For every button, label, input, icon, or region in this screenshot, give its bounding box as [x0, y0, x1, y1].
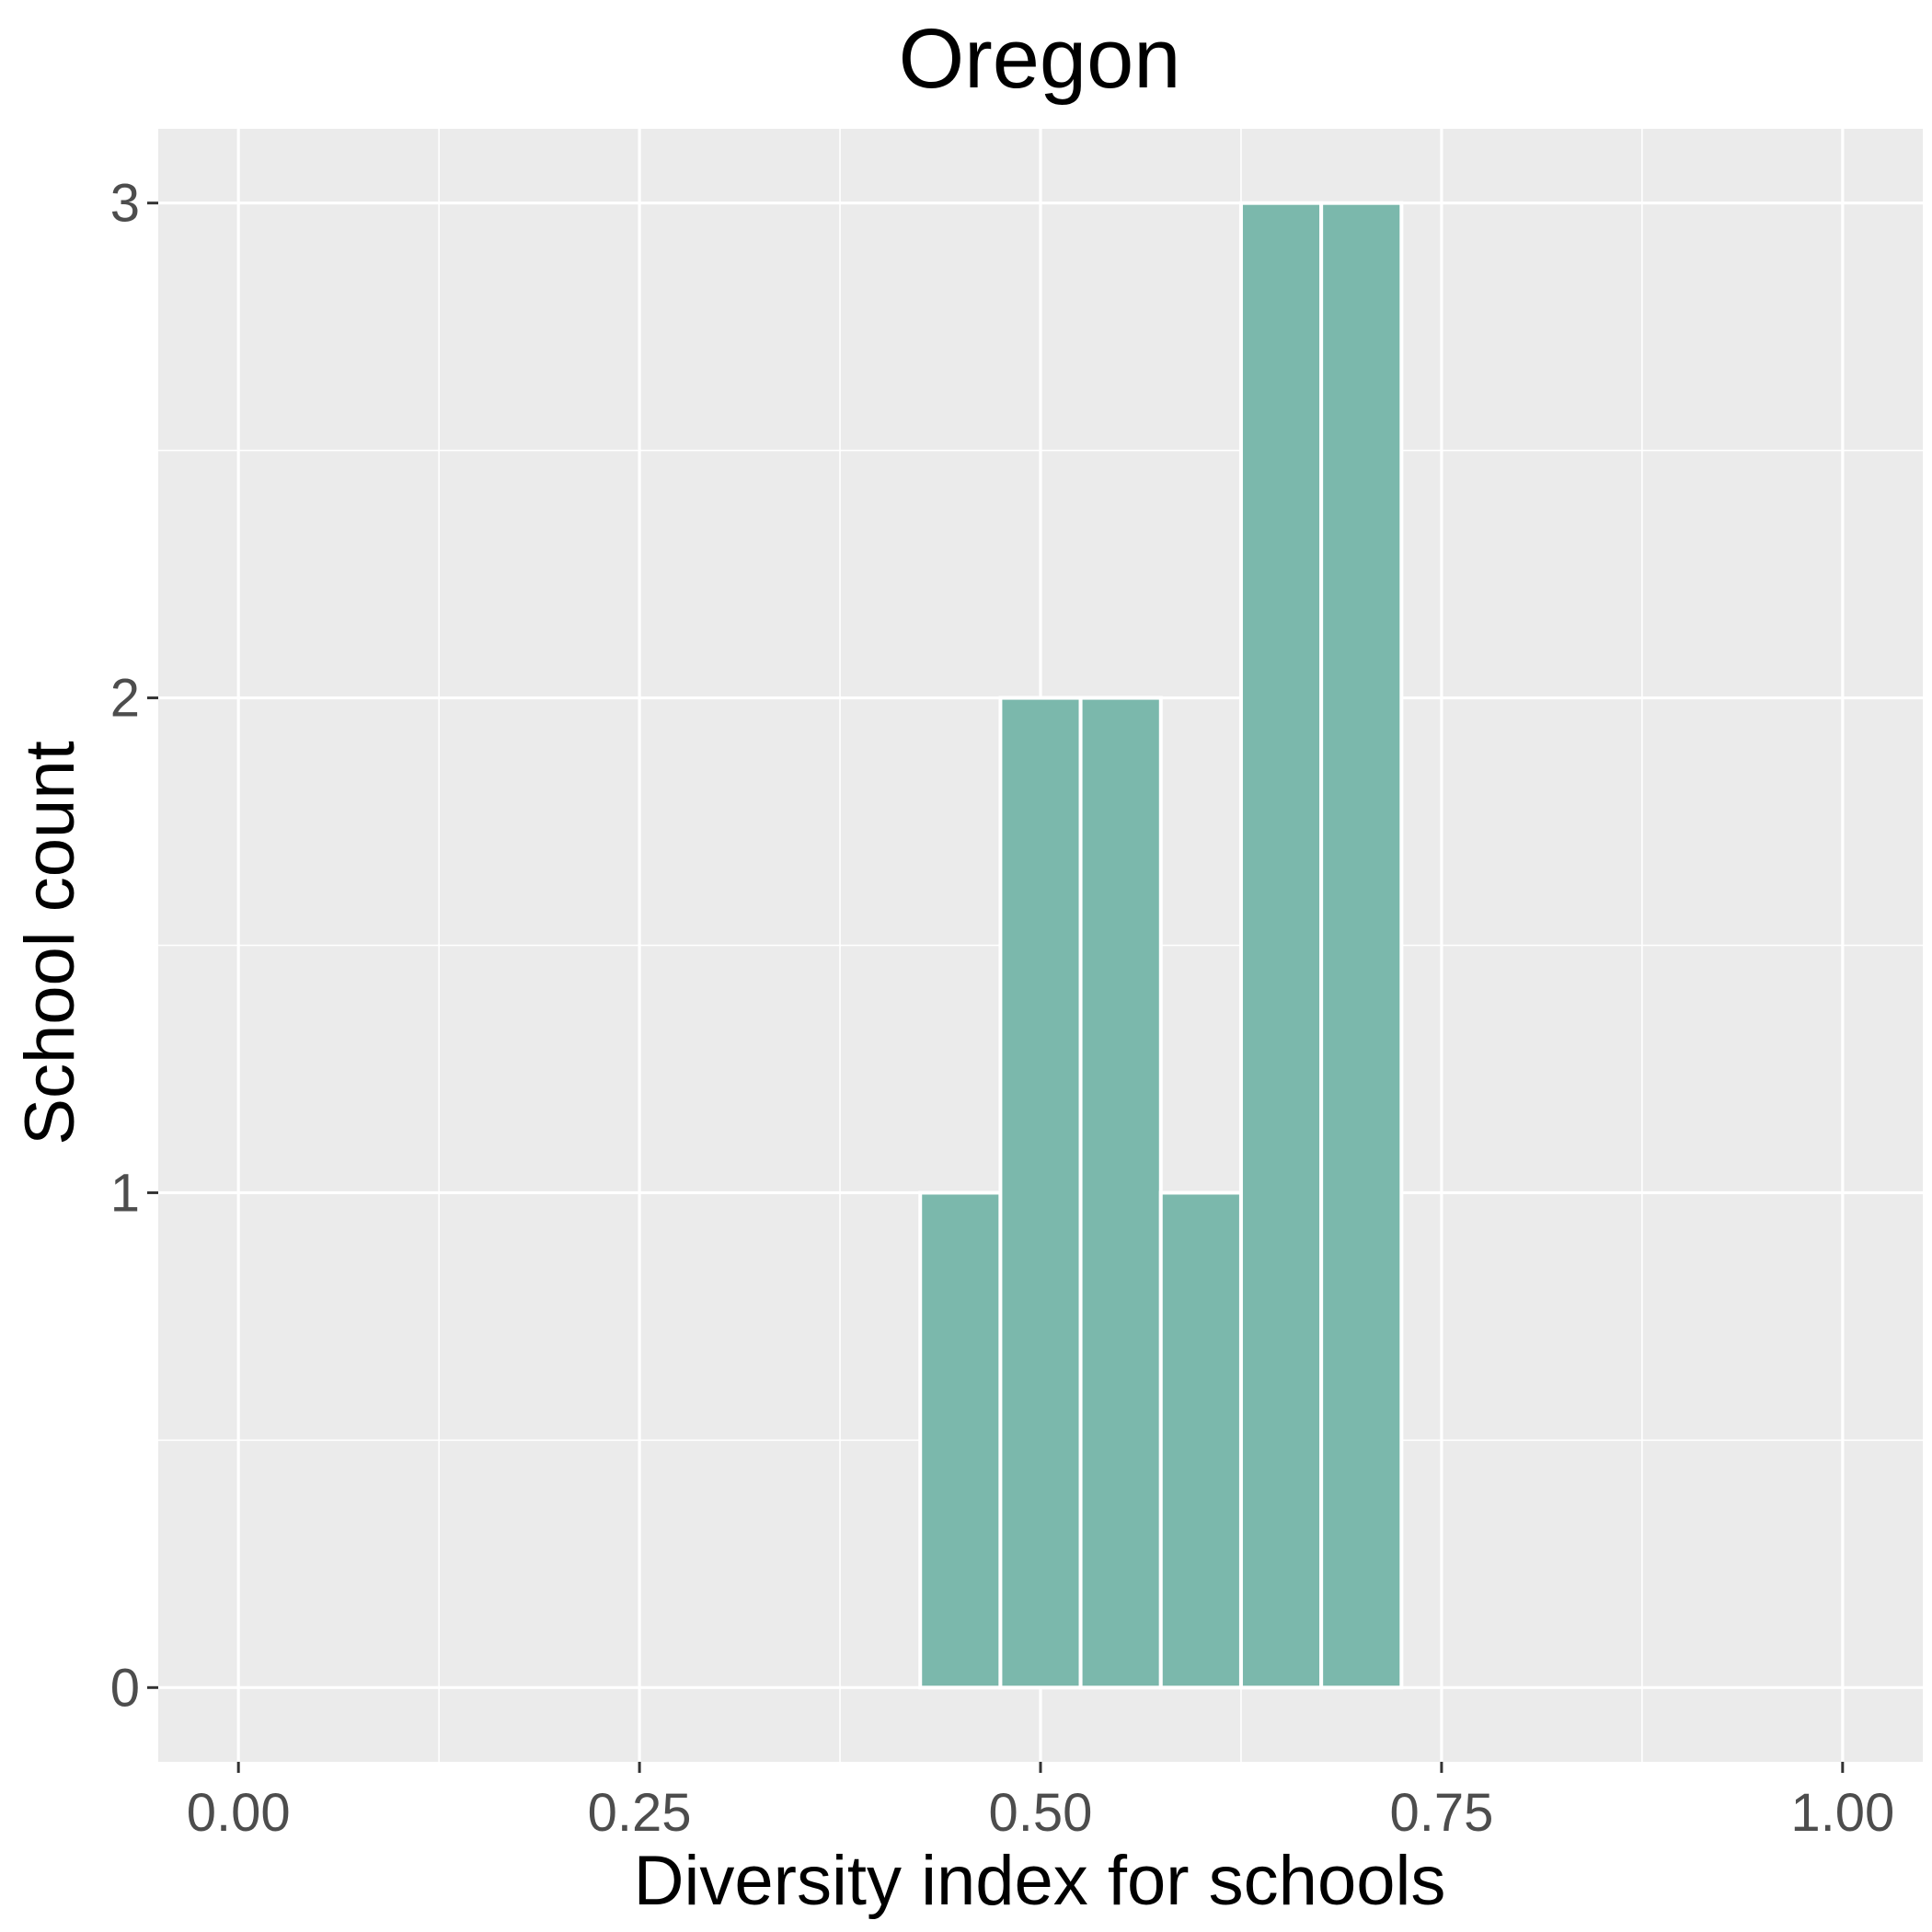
histogram-bar — [1319, 201, 1404, 1690]
histogram-bars — [918, 201, 1404, 1690]
x-tick-label: 0.50 — [989, 1783, 1093, 1843]
x-axis: 0.00 0.25 0.50 0.75 1.00 — [187, 1762, 1894, 1843]
y-axis: 0 1 2 3 — [110, 174, 158, 1718]
y-tick-label: 0 — [110, 1658, 140, 1718]
y-tick-label: 3 — [110, 174, 140, 234]
histogram-bar — [1078, 696, 1163, 1690]
chart-title: Oregon — [899, 12, 1181, 106]
histogram-bar — [998, 696, 1083, 1690]
x-tick-label: 1.00 — [1790, 1783, 1894, 1843]
histogram-bar — [918, 1190, 1003, 1690]
x-tick-label: 0.25 — [588, 1783, 692, 1843]
y-tick-label: 1 — [110, 1163, 140, 1223]
histogram-bar — [1158, 1190, 1243, 1690]
histogram-bar — [1238, 201, 1324, 1690]
x-tick-label: 0.00 — [187, 1783, 291, 1843]
y-tick-label: 2 — [110, 669, 140, 729]
y-axis-title: School count — [11, 741, 89, 1144]
x-tick-label: 0.75 — [1389, 1783, 1493, 1843]
x-axis-title: Diversity index for schools — [634, 1842, 1446, 1920]
